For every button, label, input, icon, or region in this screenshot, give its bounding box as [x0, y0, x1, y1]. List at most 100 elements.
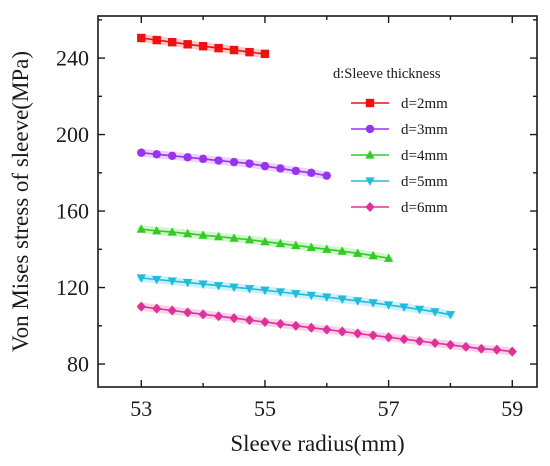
data-point — [291, 290, 301, 299]
data-point — [260, 316, 270, 328]
data-point — [167, 305, 177, 316]
data-point — [152, 303, 162, 314]
data-point — [322, 293, 332, 302]
data-point — [430, 337, 440, 349]
y-axis-label: Von Mises stress of sleeve(MPa) — [8, 51, 33, 352]
legend-marker — [365, 124, 375, 134]
legend-label: d=5mm — [401, 174, 448, 190]
data-point — [152, 275, 162, 285]
data-point — [353, 328, 363, 339]
legend-label: d=6mm — [401, 200, 448, 216]
data-point — [152, 225, 162, 235]
data-point — [445, 311, 456, 320]
data-point — [322, 171, 331, 180]
data-point — [213, 282, 224, 291]
data-point — [414, 336, 425, 347]
data-point — [368, 250, 378, 260]
data-point — [245, 159, 254, 168]
data-point — [137, 33, 146, 43]
data-point — [198, 42, 208, 51]
plot-area — [98, 16, 537, 387]
data-point — [337, 295, 347, 304]
legend-marker — [365, 150, 375, 159]
data-point — [399, 303, 409, 312]
data-point — [275, 318, 286, 329]
data-point — [229, 233, 239, 242]
series-d=5mm — [136, 274, 456, 320]
series-d=2mm — [137, 33, 270, 59]
data-point — [260, 286, 270, 296]
data-point — [476, 343, 486, 354]
data-point — [337, 246, 347, 255]
data-point — [244, 234, 255, 244]
data-point — [136, 224, 146, 233]
data-point — [322, 244, 332, 253]
data-point — [337, 326, 347, 337]
data-point — [306, 291, 316, 301]
data-point — [492, 344, 502, 355]
data-point — [445, 339, 456, 350]
data-point — [136, 274, 146, 283]
data-point — [214, 156, 223, 165]
data-point — [291, 240, 301, 250]
data-point — [244, 315, 255, 326]
data-point — [198, 309, 208, 320]
data-point — [152, 150, 161, 159]
data-point — [136, 301, 146, 312]
data-point — [152, 35, 161, 45]
data-point — [183, 307, 193, 318]
x-tick-label: 57 — [378, 396, 400, 421]
legend-item-d=3mm: d=3mm — [351, 122, 448, 138]
data-point — [260, 49, 270, 59]
data-point — [213, 311, 224, 322]
legend: d:Sleeve thickness d=2mm d=3mm d=4mm d=5mm d=… — [333, 66, 448, 216]
legend-marker — [365, 201, 375, 213]
data-point — [353, 297, 363, 306]
legend-title: d:Sleeve thickness — [333, 66, 441, 82]
y-tick-label: 120 — [56, 275, 89, 300]
data-point — [183, 40, 192, 49]
data-point — [353, 248, 363, 257]
data-point — [167, 277, 177, 286]
data-point — [307, 168, 316, 178]
axes-frame — [97, 15, 538, 388]
data-point — [275, 288, 286, 297]
legend-marker — [365, 98, 375, 108]
series-d=3mm — [137, 148, 331, 180]
data-point — [183, 228, 193, 238]
data-point — [229, 157, 239, 167]
y-tick-label: 240 — [56, 46, 89, 71]
data-point — [507, 346, 517, 357]
data-point — [291, 166, 301, 176]
data-point — [183, 279, 193, 288]
legend-item-d=4mm: d=4mm — [351, 148, 448, 164]
legend-label: d=3mm — [401, 122, 448, 138]
legend-item-d=6mm: d=6mm — [351, 200, 448, 216]
data-point — [167, 227, 177, 236]
data-point — [245, 47, 254, 57]
x-axis-label: Sleeve radius(mm) — [230, 431, 404, 456]
data-point — [276, 164, 285, 173]
series-d=4mm — [136, 224, 394, 263]
data-point — [368, 299, 378, 308]
data-point — [368, 330, 378, 341]
data-point — [183, 153, 192, 162]
data-point — [414, 305, 425, 315]
data-point — [244, 285, 255, 294]
series-layer — [136, 33, 517, 357]
x-tick-label: 59 — [501, 396, 523, 421]
data-point — [260, 236, 270, 246]
data-point — [229, 283, 239, 293]
x-tick-label: 55 — [254, 396, 276, 421]
legend-label: d=2mm — [401, 96, 448, 112]
data-point — [198, 280, 208, 289]
data-point — [399, 334, 409, 345]
legend-item-d=5mm: d=5mm — [351, 174, 448, 190]
y-tick-label: 200 — [56, 122, 89, 147]
y-tick-label: 160 — [56, 199, 89, 224]
data-point — [214, 43, 223, 53]
x-tick-label: 53 — [130, 396, 152, 421]
data-point — [306, 322, 316, 333]
data-point — [167, 151, 177, 160]
